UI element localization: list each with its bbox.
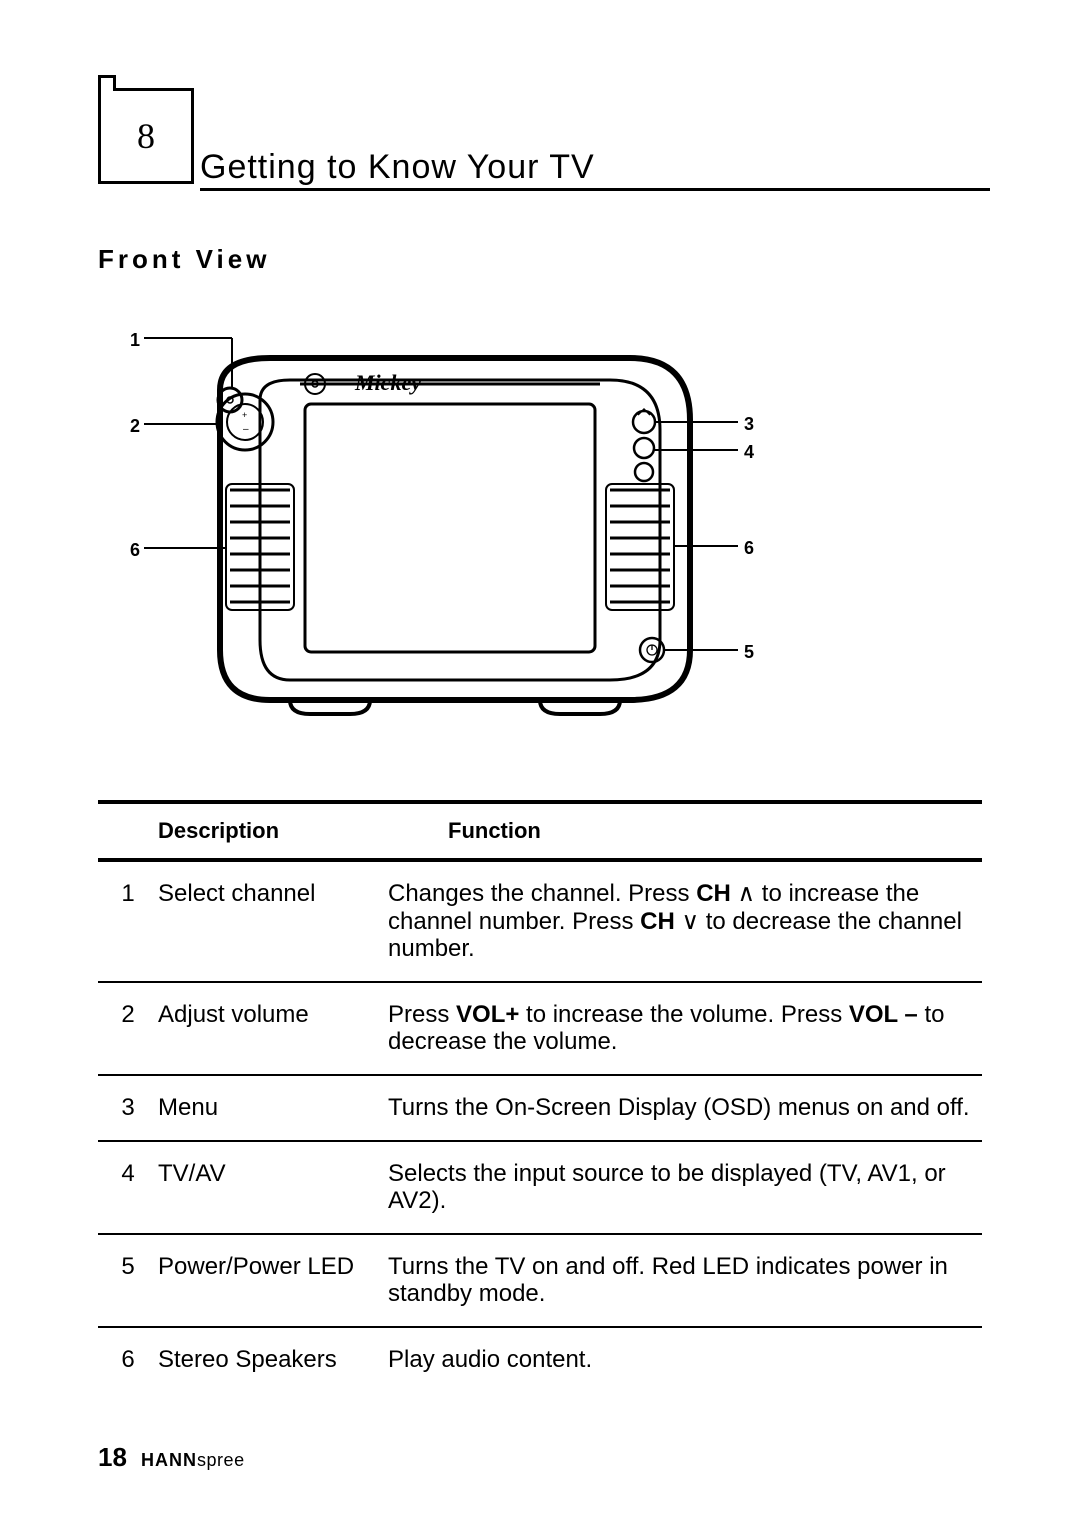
row-desc: Stereo Speakers: [158, 1346, 388, 1374]
row-num: 5: [98, 1253, 158, 1308]
table-header-row: Description Function: [98, 800, 982, 862]
svg-text:Mickey: Mickey: [354, 370, 421, 395]
table-row: 4 TV/AV Selects the input source to be d…: [98, 1142, 982, 1235]
row-func: Play audio content.: [388, 1346, 982, 1374]
tv-illustration: Mickey + –: [130, 320, 770, 750]
row-func: Selects the input source to be displayed…: [388, 1160, 982, 1215]
callout-6-left: 6: [130, 540, 140, 561]
table-row: 3 Menu Turns the On-Screen Display (OSD)…: [98, 1076, 982, 1142]
row-num: 4: [98, 1160, 158, 1215]
th-description: Description: [158, 818, 388, 844]
brand-rest: spree: [197, 1450, 245, 1470]
row-func: Changes the channel. Press CH ∧ to incre…: [388, 880, 982, 963]
callout-6-right: 6: [744, 538, 754, 559]
table-row: 5 Power/Power LED Turns the TV on and of…: [98, 1235, 982, 1328]
section-title: Front View: [98, 244, 270, 275]
chapter-title: Getting to Know Your TV: [200, 148, 595, 187]
row-num: 1: [98, 880, 158, 963]
callout-3: 3: [744, 414, 754, 435]
callout-4: 4: [744, 442, 754, 463]
row-func: Turns the TV on and off. Red LED indicat…: [388, 1253, 982, 1308]
row-desc: Select channel: [158, 880, 388, 963]
callout-5: 5: [744, 642, 754, 663]
page-footer: 18 HANNspree: [98, 1442, 245, 1473]
brand-bold: HANN: [141, 1450, 197, 1470]
chapter-tab: [98, 75, 116, 91]
row-num: 3: [98, 1094, 158, 1122]
th-function: Function: [388, 818, 982, 844]
row-num: 2: [98, 1001, 158, 1056]
front-view-diagram: Mickey + –: [130, 320, 770, 750]
table-row: 1 Select channel Changes the channel. Pr…: [98, 862, 982, 983]
parts-table: Description Function 1 Select channel Ch…: [98, 800, 982, 1392]
row-desc: Power/Power LED: [158, 1253, 388, 1308]
callout-1: 1: [130, 330, 140, 351]
row-desc: Menu: [158, 1094, 388, 1122]
title-rule: [200, 188, 990, 191]
page-number: 18: [98, 1442, 127, 1472]
svg-text:–: –: [243, 424, 249, 435]
row-func: Press VOL+ to increase the volume. Press…: [388, 1001, 982, 1056]
callout-2: 2: [130, 416, 140, 437]
chapter-number: 8: [137, 115, 155, 157]
row-func: Turns the On-Screen Display (OSD) menus …: [388, 1094, 982, 1122]
row-desc: TV/AV: [158, 1160, 388, 1215]
table-row: 6 Stereo Speakers Play audio content.: [98, 1328, 982, 1392]
chapter-number-box: 8: [98, 88, 194, 184]
row-desc: Adjust volume: [158, 1001, 388, 1056]
svg-text:+: +: [242, 410, 247, 420]
table-row: 2 Adjust volume Press VOL+ to increase t…: [98, 983, 982, 1076]
row-num: 6: [98, 1346, 158, 1374]
